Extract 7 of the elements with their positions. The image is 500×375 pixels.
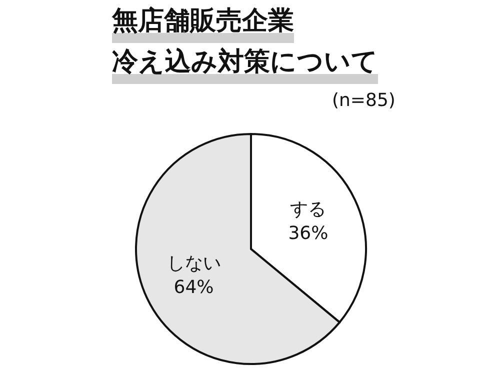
text: (n=85)	[332, 90, 396, 111]
data-label: 64%	[174, 276, 214, 298]
slice-label: する	[290, 199, 326, 220]
chart-title: 無店舗販売企業	[112, 6, 294, 43]
chart-subtitle: 冷え込み対策について	[112, 47, 378, 84]
slice-label: しない	[166, 252, 221, 274]
data-label: 36%	[288, 223, 328, 244]
